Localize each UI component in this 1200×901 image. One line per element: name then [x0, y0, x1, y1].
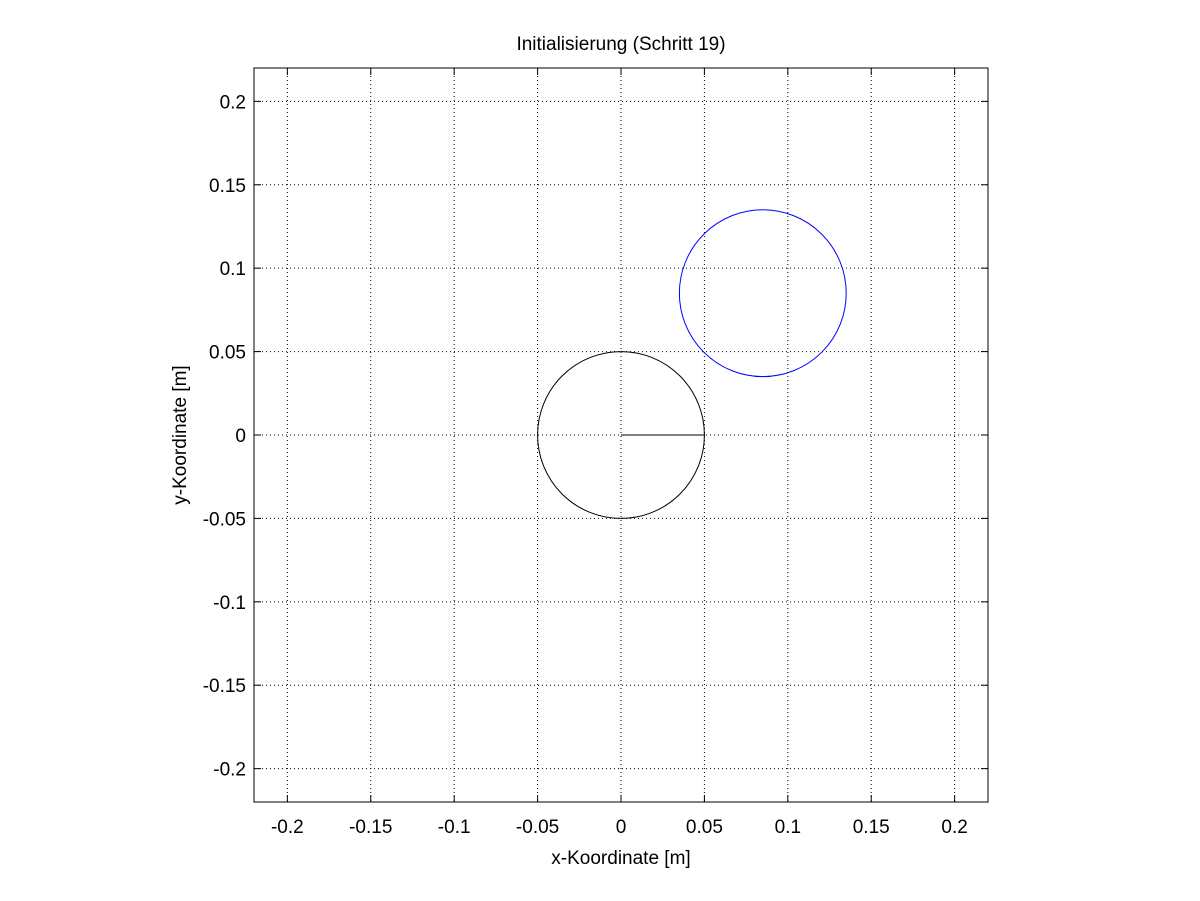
x-tick-label: -0.1: [438, 817, 471, 838]
x-axis-label: x-Koordinate [m]: [551, 848, 690, 869]
x-tick-label: 0.2: [941, 817, 967, 838]
x-tick-label: 0: [616, 817, 627, 838]
x-tick-label: 0.1: [775, 817, 801, 838]
y-tick-label: 0.05: [209, 343, 246, 364]
y-tick-label: -0.2: [213, 760, 246, 781]
y-tick-label: -0.05: [203, 509, 246, 530]
x-tick-label: -0.15: [349, 817, 392, 838]
y-tick-label: -0.15: [203, 676, 246, 697]
ticks: -0.2 -0.15 -0.1 -0.05 0 0.05 0.1 0.15 0.2 -0.2 -0.…: [203, 68, 988, 838]
y-tick-label: 0.1: [220, 259, 246, 280]
y-axis-label: y-Koordinate [m]: [170, 365, 191, 504]
y-tick-label: 0.15: [209, 176, 246, 197]
y-tick-label: 0.2: [220, 92, 246, 113]
x-tick-label: -0.05: [516, 817, 559, 838]
x-tick-label: 0.15: [853, 817, 890, 838]
plot-border: [253, 67, 989, 803]
x-tick-label: -0.2: [271, 817, 304, 838]
y-tick-label: -0.1: [213, 593, 246, 614]
x-tick-label: 0.05: [686, 817, 723, 838]
circle-2: [678, 209, 847, 378]
y-tick-label: 0: [235, 426, 246, 447]
chart-title: Initialisierung (Schritt 19): [516, 34, 725, 55]
data-series: [537, 209, 847, 519]
